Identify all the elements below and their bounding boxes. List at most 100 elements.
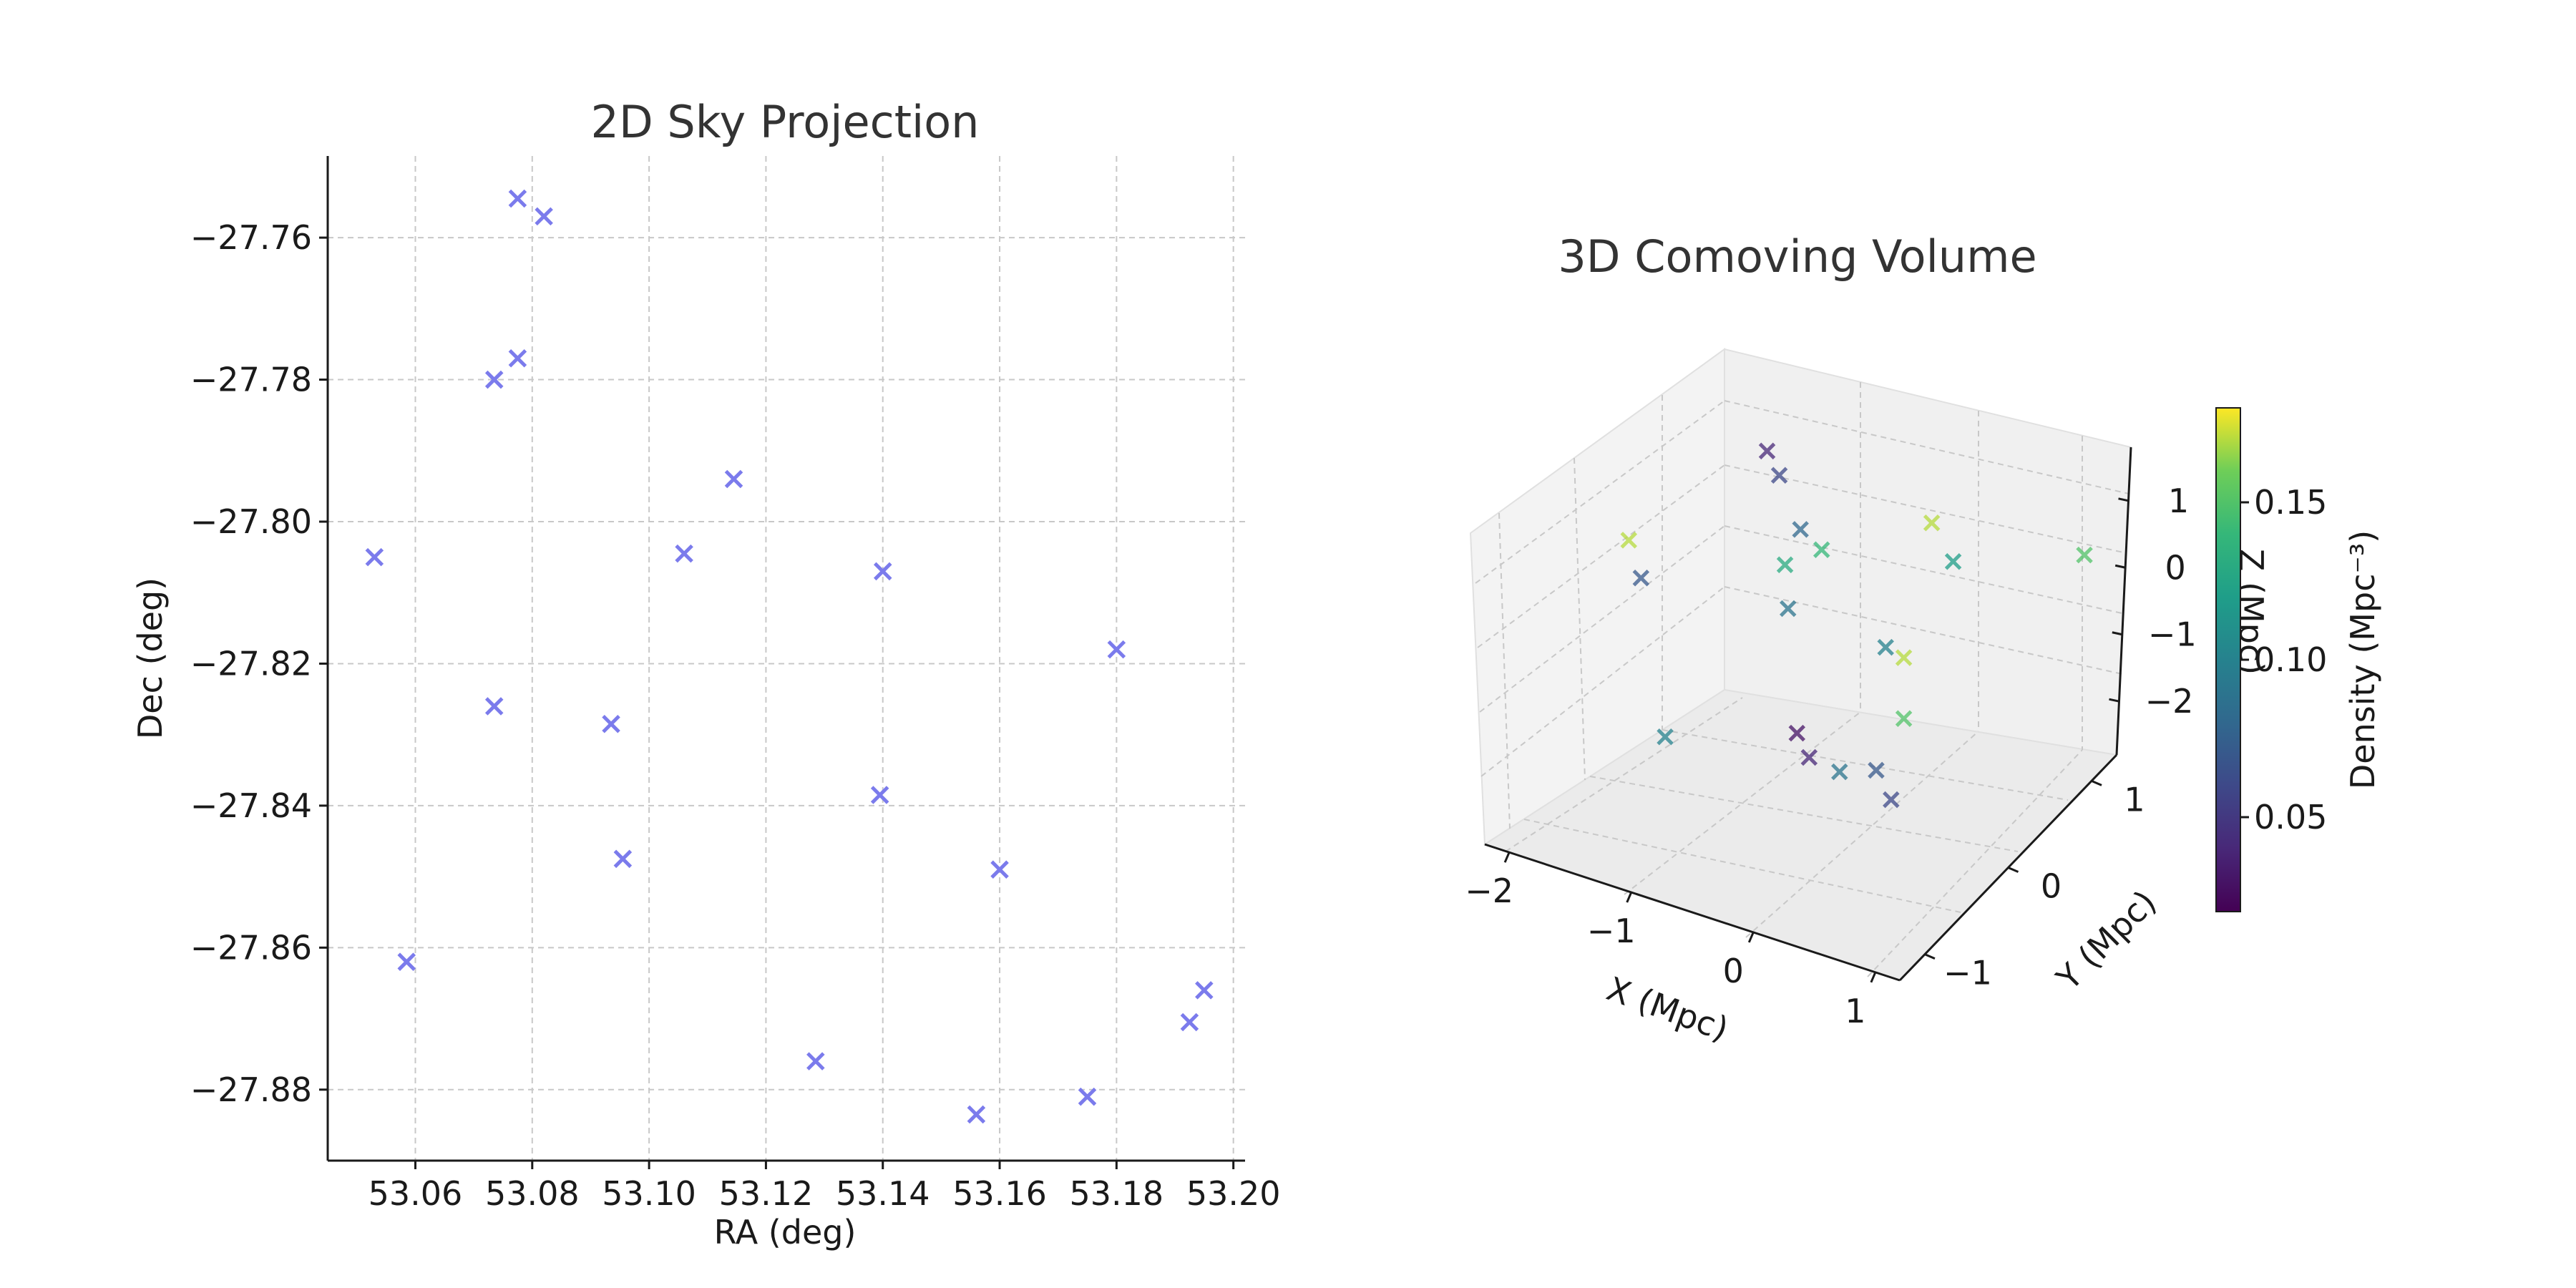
volume-data-point: [1620, 532, 1638, 549]
y-tick-label: −27.88: [190, 1070, 312, 1109]
volume-data-point: [1813, 541, 1830, 559]
volume-points: [1620, 442, 2093, 809]
x-mpc-tick-mark: [1626, 892, 1633, 903]
data-point: [365, 547, 384, 567]
colorbar-label: Density (Mpc⁻³): [2343, 530, 2382, 789]
data-point: [870, 786, 889, 804]
x-mpc-tick-label: 1: [1845, 992, 1865, 1030]
colorbar-tick-label: 0.05: [2254, 798, 2327, 836]
y-mpc-axis-label: Y (Mpc): [2049, 883, 2164, 998]
dec-tick-labels: −27.76 −27.78 −27.80 −27.82 −27.84 −27.86 −27.…: [190, 218, 312, 1109]
data-point: [724, 469, 743, 489]
x-mpc-tick-label: −2: [1465, 872, 1513, 910]
z-mpc-tick-label: 1: [2168, 482, 2189, 520]
colorbar-tick-label: 0.15: [2254, 483, 2327, 522]
x-tick-label: 53.08: [485, 1174, 580, 1213]
z-axis-line: [2115, 447, 2132, 756]
data-point: [1107, 640, 1126, 659]
y-tick-label: −27.76: [190, 218, 312, 257]
volume-data-point: [1831, 763, 1848, 781]
colorbar-tick-labels: 0.05 0.10 0.15: [2240, 483, 2327, 836]
sky-projection-chart: 2D Sky Projection 53.06 53.08 53.10 53.12 53…: [131, 96, 1281, 1252]
z-mpc-tick-label: 0: [2165, 548, 2186, 587]
data-point: [508, 349, 527, 368]
volume-data-point: [1895, 649, 1913, 666]
data-point: [675, 544, 693, 563]
y-tick-label: −27.84: [190, 786, 312, 825]
data-point: [613, 849, 633, 869]
x-tick-label: 53.18: [1070, 1174, 1164, 1213]
back-pane: [1724, 348, 2132, 756]
x-tick-label: 53.06: [369, 1174, 463, 1213]
z-mpc-tick-mark: [2109, 698, 2119, 703]
data-point: [484, 370, 504, 389]
x-tick-label: 53.10: [602, 1174, 696, 1213]
y-mpc-tick-label: 1: [2124, 780, 2145, 819]
comoving-volume-chart: 3D Comoving Volume: [1465, 230, 2382, 1048]
volume-data-point: [1868, 761, 1885, 779]
y-mpc-tick-label: 0: [2041, 867, 2062, 906]
sky-projection-grid: [328, 156, 1245, 1161]
volume-data-point: [1657, 728, 1674, 746]
y-mpc-tick-mark: [2091, 779, 2102, 786]
y-tick-label: −27.86: [190, 928, 312, 967]
volume-data-point: [1779, 600, 1797, 618]
sky-projection-title: 2D Sky Projection: [591, 96, 980, 148]
x-tick-label: 53.16: [952, 1174, 1047, 1213]
x-tick-label: 53.14: [836, 1174, 930, 1213]
data-point: [1180, 1013, 1199, 1032]
z-mpc-tick-mark: [2112, 631, 2123, 636]
x-axis-line: [1484, 843, 1901, 982]
data-point: [873, 562, 892, 581]
colorbar-tick-label: 0.10: [2254, 640, 2327, 679]
density-colorbar: [2215, 407, 2241, 912]
y-mpc-tick-label: −1: [1943, 954, 1992, 992]
volume-data-point: [1895, 710, 1913, 728]
y-tick-label: −27.80: [190, 502, 312, 541]
data-point: [990, 860, 1009, 879]
z-mpc-tick-mark: [2114, 564, 2126, 569]
volume-data-point: [1883, 791, 1900, 809]
volume-data-point: [1944, 552, 1962, 570]
volume-data-point: [1877, 638, 1894, 656]
volume-tick-labels: −2 −1 0 1 −1 0 1 −2 −1 0 1: [1465, 482, 2197, 1030]
x-tick-label: 53.20: [1186, 1174, 1281, 1213]
data-point: [484, 697, 504, 716]
sky-projection-axes: [319, 156, 1245, 1169]
y-mpc-tick-mark: [1924, 953, 1936, 960]
volume-data-point: [1632, 570, 1650, 587]
x-mpc-tick-mark: [1503, 852, 1511, 863]
data-point: [508, 189, 527, 208]
data-point: [967, 1105, 986, 1124]
data-point: [1195, 981, 1214, 1000]
data-point: [806, 1052, 825, 1070]
z-mpc-tick-label: −1: [2148, 615, 2197, 654]
volume-data-point: [1800, 748, 1818, 766]
ra-tick-labels: 53.06 53.08 53.10 53.12 53.14 53.16 53.18 53.20: [369, 1174, 1281, 1213]
ra-axis-label: RA (deg): [714, 1213, 857, 1252]
y-tick-label: −27.78: [190, 361, 312, 399]
data-point: [397, 952, 416, 971]
x-mpc-tick-label: 0: [1723, 952, 1744, 990]
volume-data-point: [1788, 724, 1806, 742]
volume-data-point: [1770, 467, 1788, 484]
dec-axis-label: Dec (deg): [131, 577, 170, 739]
volume-grid: [1475, 382, 2129, 977]
z-mpc-tick-label: −2: [2145, 682, 2194, 721]
x-mpc-axis-label: X (Mpc): [1601, 969, 1733, 1048]
x-mpc-tick-mark: [1870, 972, 1877, 983]
volume-data-point: [1923, 514, 1941, 532]
volume-data-point: [2076, 546, 2093, 564]
volume-data-point: [1776, 556, 1794, 574]
volume-data-point: [1792, 521, 1809, 538]
data-point: [602, 715, 620, 733]
x-mpc-tick-label: −1: [1587, 912, 1636, 950]
z-mpc-tick-mark: [2118, 497, 2129, 502]
sky-projection-points: [365, 189, 1214, 1124]
data-point: [1078, 1087, 1097, 1106]
x-mpc-tick-mark: [1747, 932, 1755, 943]
y-mpc-tick-mark: [2007, 867, 2019, 873]
volume-data-point: [1758, 442, 1776, 460]
data-point: [535, 207, 553, 226]
